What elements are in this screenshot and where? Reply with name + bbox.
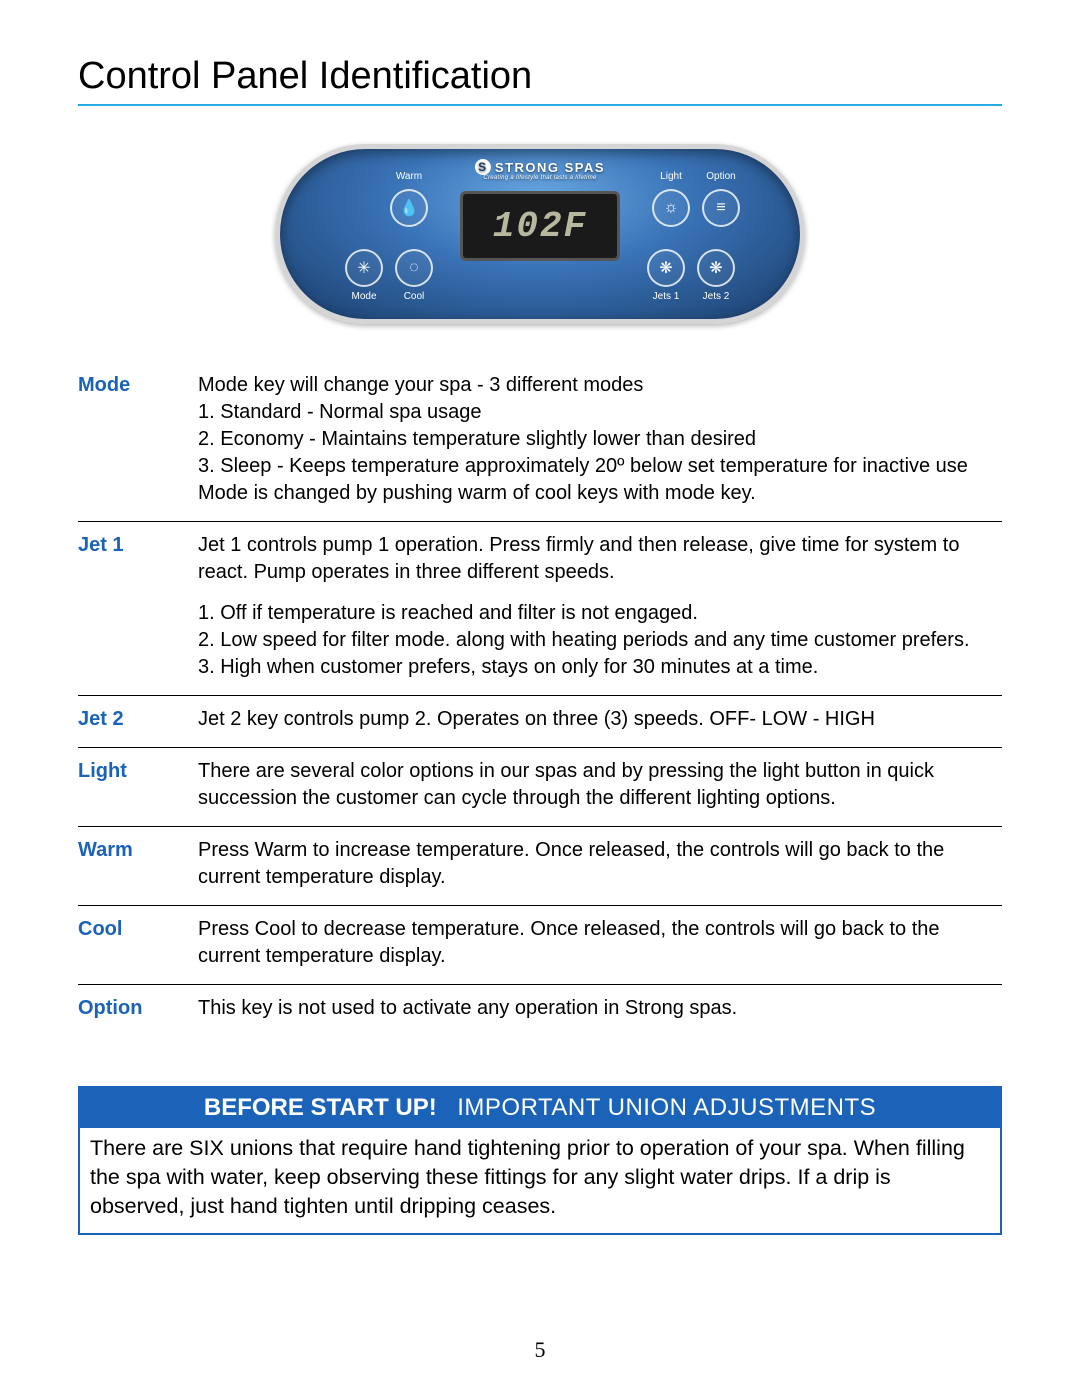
- lcd-display: 102F: [460, 191, 620, 261]
- table-row: Jet 2 Jet 2 key controls pump 2. Operate…: [78, 696, 1002, 748]
- option-key: Option: [78, 985, 198, 1037]
- table-row: Mode Mode key will change your spa - 3 d…: [78, 362, 1002, 522]
- mode-label: Mode: [339, 291, 389, 302]
- controls-table: Mode Mode key will change your spa - 3 d…: [78, 362, 1002, 1036]
- lcd-value: 102F: [493, 206, 587, 247]
- warm-key: Warm: [78, 827, 198, 906]
- jet1-key: Jet 1: [78, 522, 198, 696]
- light-button[interactable]: ☼: [652, 189, 690, 227]
- option-label: Option: [696, 171, 746, 182]
- mode-desc: Mode key will change your spa - 3 differ…: [198, 362, 1002, 522]
- panel-body: S STRONG SPAS Creating a lifestyle that …: [275, 144, 805, 324]
- jet2-desc: Jet 2 key controls pump 2. Operates on t…: [198, 696, 1002, 748]
- sun-icon: ☼: [664, 199, 679, 217]
- table-row: Warm Press Warm to increase temperature.…: [78, 827, 1002, 906]
- jets-icon: ❋: [709, 258, 722, 278]
- control-panel-figure: S STRONG SPAS Creating a lifestyle that …: [78, 144, 1002, 324]
- brand-name: STRONG SPAS: [495, 160, 605, 175]
- title-underline: [78, 104, 1002, 106]
- jets1-button[interactable]: ❋: [647, 249, 685, 287]
- cool-button[interactable]: ◌: [395, 249, 433, 287]
- callout-header-bold: BEFORE START UP!: [204, 1094, 437, 1121]
- brand-logo-icon: S: [475, 159, 491, 175]
- callout-header: BEFORE START UP! IMPORTANT UNION ADJUSTM…: [80, 1088, 1000, 1128]
- table-row: Jet 1 Jet 1 controls pump 1 operation. P…: [78, 522, 1002, 696]
- callout-body: There are SIX unions that require hand t…: [80, 1128, 1000, 1221]
- table-row: Cool Press Cool to decrease temperature.…: [78, 906, 1002, 985]
- warm-desc: Press Warm to increase temperature. Once…: [198, 827, 1002, 906]
- light-label: Light: [646, 171, 696, 182]
- mode-key: Mode: [78, 362, 198, 522]
- jets1-label: Jets 1: [641, 291, 691, 302]
- brand-block: S STRONG SPAS Creating a lifestyle that …: [475, 159, 605, 181]
- brand-tagline: Creating a lifestyle that lasts a lifeti…: [475, 175, 605, 181]
- callout-header-light: IMPORTANT UNION ADJUSTMENTS: [457, 1094, 876, 1121]
- warm-label: Warm: [384, 171, 434, 182]
- table-row: Option This key is not used to activate …: [78, 985, 1002, 1037]
- light-key: Light: [78, 748, 198, 827]
- droplet-icon: 💧: [399, 198, 419, 218]
- jet2-key: Jet 2: [78, 696, 198, 748]
- cool-key: Cool: [78, 906, 198, 985]
- option-desc: This key is not used to activate any ope…: [198, 985, 1002, 1037]
- jets2-label: Jets 2: [691, 291, 741, 302]
- warm-button[interactable]: 💧: [390, 189, 428, 227]
- menu-lines-icon: ≡: [716, 199, 725, 217]
- option-button[interactable]: ≡: [702, 189, 740, 227]
- cool-label: Cool: [389, 291, 439, 302]
- page-number: 5: [535, 1337, 546, 1363]
- droplet-outline-icon: ◌: [409, 259, 419, 277]
- mode-icon: ✳: [357, 258, 370, 278]
- jets2-button[interactable]: ❋: [697, 249, 735, 287]
- page-title: Control Panel Identification: [78, 55, 1002, 98]
- startup-callout: BEFORE START UP! IMPORTANT UNION ADJUSTM…: [78, 1086, 1002, 1235]
- light-desc: There are several color options in our s…: [198, 748, 1002, 827]
- mode-button[interactable]: ✳: [345, 249, 383, 287]
- jets-icon: ❋: [659, 258, 672, 278]
- cool-desc: Press Cool to decrease temperature. Once…: [198, 906, 1002, 985]
- table-row: Light There are several color options in…: [78, 748, 1002, 827]
- jet1-desc: Jet 1 controls pump 1 operation. Press f…: [198, 522, 1002, 696]
